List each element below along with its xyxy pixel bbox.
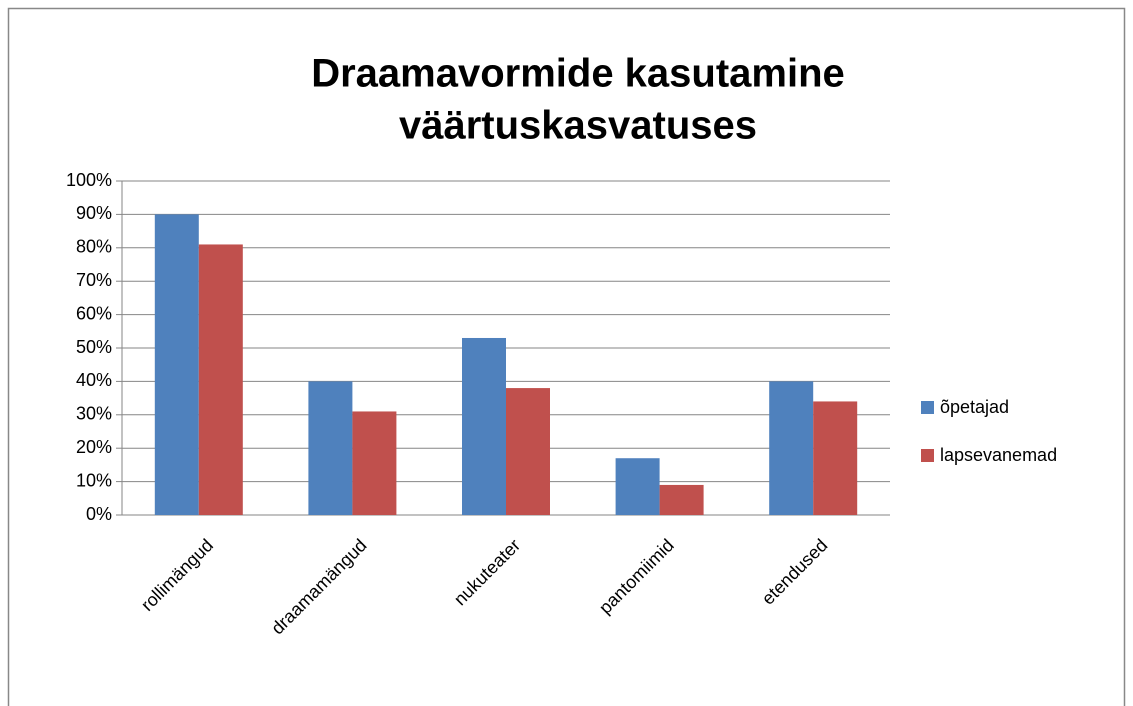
legend-swatch xyxy=(921,449,934,462)
y-tick-label: 40% xyxy=(76,370,112,390)
bar xyxy=(506,388,550,515)
y-tick-label: 80% xyxy=(76,237,112,257)
bar xyxy=(308,381,353,515)
bar xyxy=(198,244,243,515)
y-tick-label: 100% xyxy=(66,170,112,190)
legend-label: lapsevanemad xyxy=(940,445,1057,465)
x-tick-label: nukuteater xyxy=(450,535,524,609)
y-tick-label: 0% xyxy=(86,504,112,524)
y-tick-label: 20% xyxy=(76,437,112,457)
bar xyxy=(462,337,506,515)
bar xyxy=(615,458,660,515)
bar xyxy=(154,214,199,515)
x-tick-label: rollimängud xyxy=(137,535,217,615)
y-tick-label: 70% xyxy=(76,270,112,290)
legend-label: õpetajad xyxy=(940,397,1009,417)
bar xyxy=(769,381,814,515)
x-tick-label: pantomiimid xyxy=(595,535,678,618)
chart-frame xyxy=(7,7,1126,706)
y-tick-label: 90% xyxy=(76,203,112,223)
x-tick-label: draamamängud xyxy=(267,535,370,638)
bar xyxy=(352,411,397,515)
bar xyxy=(659,484,704,515)
y-tick-label: 10% xyxy=(76,470,112,490)
y-tick-label: 60% xyxy=(76,303,112,323)
x-tick-label: etendused xyxy=(758,535,832,609)
y-tick-label: 30% xyxy=(76,404,112,424)
y-tick-label: 50% xyxy=(76,337,112,357)
chart-title: väärtuskasvatuses xyxy=(399,104,757,148)
chart-title: Draamavormide kasutamine xyxy=(311,52,845,96)
bar xyxy=(813,401,858,515)
legend-swatch xyxy=(921,401,934,414)
